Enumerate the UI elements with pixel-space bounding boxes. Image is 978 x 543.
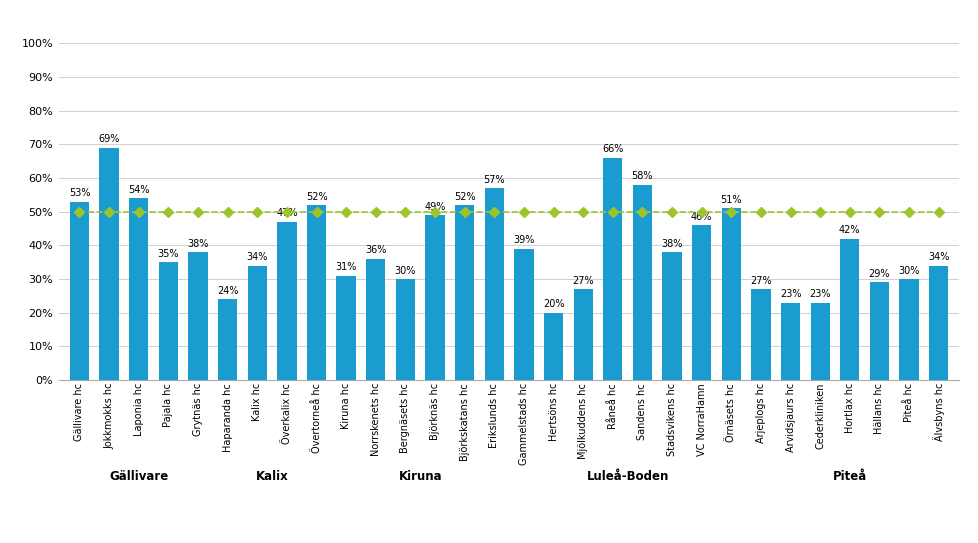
- Bar: [632, 185, 651, 380]
- Text: 38%: 38%: [187, 239, 208, 249]
- Text: 53%: 53%: [68, 188, 90, 198]
- Bar: [158, 262, 178, 380]
- Bar: [662, 252, 681, 380]
- Text: Luleå-Boden: Luleå-Boden: [586, 470, 668, 483]
- Bar: [573, 289, 592, 380]
- Text: 52%: 52%: [305, 192, 327, 201]
- Text: 42%: 42%: [838, 225, 860, 235]
- Bar: [188, 252, 207, 380]
- Bar: [484, 188, 504, 380]
- Bar: [928, 266, 948, 380]
- Text: 58%: 58%: [631, 172, 652, 181]
- Bar: [810, 302, 829, 380]
- Text: 66%: 66%: [601, 144, 623, 154]
- Text: 69%: 69%: [99, 134, 119, 144]
- Text: Kalix: Kalix: [255, 470, 289, 483]
- Bar: [100, 148, 118, 380]
- Bar: [899, 279, 917, 380]
- Text: 52%: 52%: [454, 192, 475, 201]
- Text: 51%: 51%: [720, 195, 741, 205]
- Text: 34%: 34%: [927, 252, 949, 262]
- Bar: [306, 205, 326, 380]
- Bar: [691, 225, 711, 380]
- Bar: [218, 299, 237, 380]
- Bar: [69, 201, 89, 380]
- Bar: [544, 313, 562, 380]
- Text: 23%: 23%: [809, 289, 830, 299]
- Text: 30%: 30%: [898, 266, 918, 276]
- Bar: [839, 238, 859, 380]
- Bar: [721, 209, 740, 380]
- Text: 35%: 35%: [157, 249, 179, 259]
- Text: 20%: 20%: [542, 299, 563, 310]
- Bar: [395, 279, 415, 380]
- Text: 57%: 57%: [483, 175, 505, 185]
- Text: 24%: 24%: [217, 286, 238, 296]
- Text: 36%: 36%: [365, 245, 386, 255]
- Bar: [868, 282, 888, 380]
- Text: Piteå: Piteå: [832, 470, 867, 483]
- Bar: [277, 222, 296, 380]
- Text: 23%: 23%: [779, 289, 800, 299]
- Bar: [780, 302, 799, 380]
- Text: Gällivare: Gällivare: [109, 470, 168, 483]
- Text: 34%: 34%: [246, 252, 268, 262]
- Text: 30%: 30%: [394, 266, 416, 276]
- Text: 27%: 27%: [572, 276, 594, 286]
- Bar: [247, 266, 267, 380]
- Bar: [602, 158, 622, 380]
- Text: 46%: 46%: [690, 212, 712, 222]
- Text: 38%: 38%: [661, 239, 682, 249]
- Bar: [750, 289, 770, 380]
- Bar: [336, 276, 355, 380]
- Bar: [513, 249, 533, 380]
- Text: 31%: 31%: [335, 262, 356, 272]
- Bar: [366, 259, 385, 380]
- Text: 49%: 49%: [423, 201, 445, 212]
- Text: Kiruna: Kiruna: [398, 470, 441, 483]
- Text: 27%: 27%: [749, 276, 771, 286]
- Bar: [455, 205, 473, 380]
- Text: 39%: 39%: [512, 235, 534, 245]
- Text: 29%: 29%: [867, 269, 889, 279]
- Bar: [425, 215, 444, 380]
- Text: 54%: 54%: [128, 185, 150, 195]
- Text: 47%: 47%: [276, 209, 297, 218]
- Bar: [129, 198, 149, 380]
